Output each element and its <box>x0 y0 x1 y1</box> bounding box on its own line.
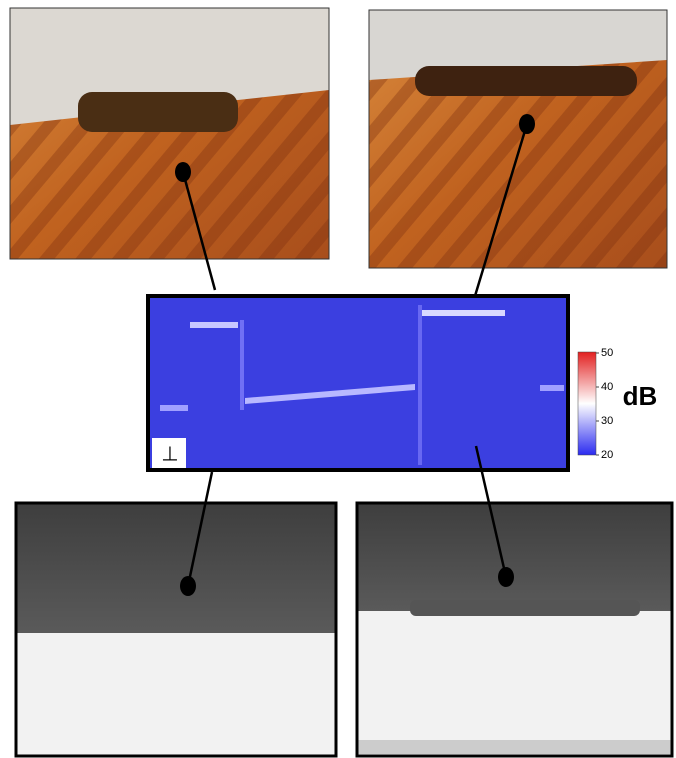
colorbar: dB 20 30 40 50 <box>578 347 657 461</box>
colorbar-label: dB <box>623 381 658 411</box>
colorbar-tick-label: 50 <box>601 347 613 359</box>
colorbar-tick-label: 20 <box>601 449 613 461</box>
image-bottom-right <box>357 503 672 756</box>
figure: ⊥ dB 20 30 40 50 <box>0 0 676 758</box>
colorbar-tick-label: 30 <box>601 415 613 427</box>
photo-top-right <box>369 10 667 268</box>
image-bottom-left <box>16 503 336 756</box>
photo-top-left <box>10 8 329 259</box>
colorbar-tick-label: 40 <box>601 381 613 393</box>
panel-marker: ⊥ <box>161 443 178 465</box>
heatmap: ⊥ <box>148 296 568 470</box>
